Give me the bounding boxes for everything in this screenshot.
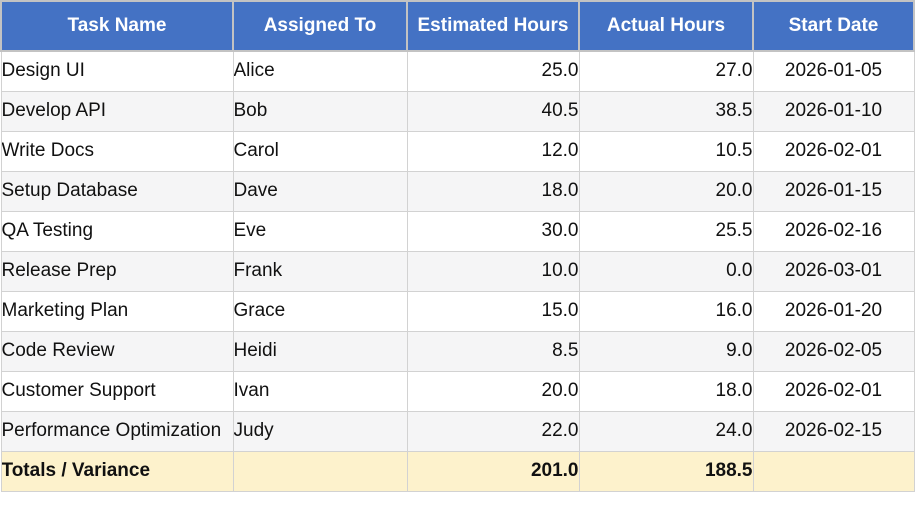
estimated-hours-cell[interactable]: 30.0 <box>406 210 580 252</box>
assigned-to-cell[interactable]: Carol <box>232 130 408 172</box>
task-name-cell[interactable]: Code Review <box>0 330 234 372</box>
estimated-hours-cell[interactable]: 40.5 <box>406 90 580 132</box>
actual-hours-cell[interactable]: 20.0 <box>578 170 754 212</box>
task-name-cell[interactable]: Customer Support <box>0 370 234 412</box>
estimated-hours-cell[interactable]: 20.0 <box>406 370 580 412</box>
actual-hours-cell[interactable]: 10.5 <box>578 130 754 172</box>
actual-hours-cell[interactable]: 9.0 <box>578 330 754 372</box>
table-row: Write Docs Carol 12.0 10.5 2026-02-01 <box>0 130 915 172</box>
column-header-estimated-hours[interactable]: Estimated Hours <box>406 0 580 52</box>
estimated-hours-cell[interactable]: 22.0 <box>406 410 580 452</box>
table-row: Customer Support Ivan 20.0 18.0 2026-02-… <box>0 370 915 412</box>
estimated-hours-cell[interactable]: 8.5 <box>406 330 580 372</box>
task-name-cell[interactable]: Performance Optimization <box>0 410 234 452</box>
assigned-to-cell[interactable]: Grace <box>232 290 408 332</box>
assigned-to-cell[interactable]: Bob <box>232 90 408 132</box>
table-header: Task Name Assigned To Estimated Hours Ac… <box>0 0 915 52</box>
table-row: QA Testing Eve 30.0 25.5 2026-02-16 <box>0 210 915 252</box>
totals-actual-cell[interactable]: 188.5 <box>578 450 754 492</box>
totals-assigned-cell[interactable] <box>232 450 408 492</box>
column-header-assigned-to[interactable]: Assigned To <box>232 0 408 52</box>
task-name-cell[interactable]: Release Prep <box>0 250 234 292</box>
start-date-cell[interactable]: 2026-02-15 <box>752 410 915 452</box>
estimated-hours-cell[interactable]: 10.0 <box>406 250 580 292</box>
task-table: Task Name Assigned To Estimated Hours Ac… <box>0 0 915 492</box>
start-date-cell[interactable]: 2026-01-15 <box>752 170 915 212</box>
table-row: Develop API Bob 40.5 38.5 2026-01-10 <box>0 90 915 132</box>
start-date-cell[interactable]: 2026-02-01 <box>752 370 915 412</box>
column-header-actual-hours[interactable]: Actual Hours <box>578 0 754 52</box>
task-name-cell[interactable]: Marketing Plan <box>0 290 234 332</box>
start-date-cell[interactable]: 2026-01-20 <box>752 290 915 332</box>
assigned-to-cell[interactable]: Alice <box>232 50 408 92</box>
start-date-cell[interactable]: 2026-01-05 <box>752 50 915 92</box>
assigned-to-cell[interactable]: Heidi <box>232 330 408 372</box>
task-name-cell[interactable]: Setup Database <box>0 170 234 212</box>
estimated-hours-cell[interactable]: 12.0 <box>406 130 580 172</box>
table-row: Design UI Alice 25.0 27.0 2026-01-05 <box>0 50 915 92</box>
table-row: Marketing Plan Grace 15.0 16.0 2026-01-2… <box>0 290 915 332</box>
task-name-cell[interactable]: Develop API <box>0 90 234 132</box>
start-date-cell[interactable]: 2026-03-01 <box>752 250 915 292</box>
actual-hours-cell[interactable]: 24.0 <box>578 410 754 452</box>
actual-hours-cell[interactable]: 18.0 <box>578 370 754 412</box>
actual-hours-cell[interactable]: 38.5 <box>578 90 754 132</box>
estimated-hours-cell[interactable]: 25.0 <box>406 50 580 92</box>
table-row: Code Review Heidi 8.5 9.0 2026-02-05 <box>0 330 915 372</box>
task-name-cell[interactable]: QA Testing <box>0 210 234 252</box>
table-row: Release Prep Frank 10.0 0.0 2026-03-01 <box>0 250 915 292</box>
assigned-to-cell[interactable]: Ivan <box>232 370 408 412</box>
assigned-to-cell[interactable]: Judy <box>232 410 408 452</box>
totals-start-date-cell[interactable] <box>752 450 915 492</box>
table-body: Design UI Alice 25.0 27.0 2026-01-05 Dev… <box>0 50 915 452</box>
totals-estimated-cell[interactable]: 201.0 <box>406 450 580 492</box>
start-date-cell[interactable]: 2026-02-05 <box>752 330 915 372</box>
totals-row: Totals / Variance 201.0 188.5 <box>0 450 915 492</box>
start-date-cell[interactable]: 2026-02-16 <box>752 210 915 252</box>
table-row: Setup Database Dave 18.0 20.0 2026-01-15 <box>0 170 915 212</box>
assigned-to-cell[interactable]: Frank <box>232 250 408 292</box>
actual-hours-cell[interactable]: 25.5 <box>578 210 754 252</box>
actual-hours-cell[interactable]: 27.0 <box>578 50 754 92</box>
start-date-cell[interactable]: 2026-02-01 <box>752 130 915 172</box>
estimated-hours-cell[interactable]: 15.0 <box>406 290 580 332</box>
start-date-cell[interactable]: 2026-01-10 <box>752 90 915 132</box>
table-footer: Totals / Variance 201.0 188.5 <box>0 450 915 492</box>
task-name-cell[interactable]: Write Docs <box>0 130 234 172</box>
header-row: Task Name Assigned To Estimated Hours Ac… <box>0 0 915 52</box>
totals-label-cell[interactable]: Totals / Variance <box>0 450 234 492</box>
actual-hours-cell[interactable]: 0.0 <box>578 250 754 292</box>
task-name-cell[interactable]: Design UI <box>0 50 234 92</box>
estimated-hours-cell[interactable]: 18.0 <box>406 170 580 212</box>
assigned-to-cell[interactable]: Eve <box>232 210 408 252</box>
assigned-to-cell[interactable]: Dave <box>232 170 408 212</box>
actual-hours-cell[interactable]: 16.0 <box>578 290 754 332</box>
column-header-task-name[interactable]: Task Name <box>0 0 234 52</box>
column-header-start-date[interactable]: Start Date <box>752 0 915 52</box>
table-row: Performance Optimization Judy 22.0 24.0 … <box>0 410 915 452</box>
